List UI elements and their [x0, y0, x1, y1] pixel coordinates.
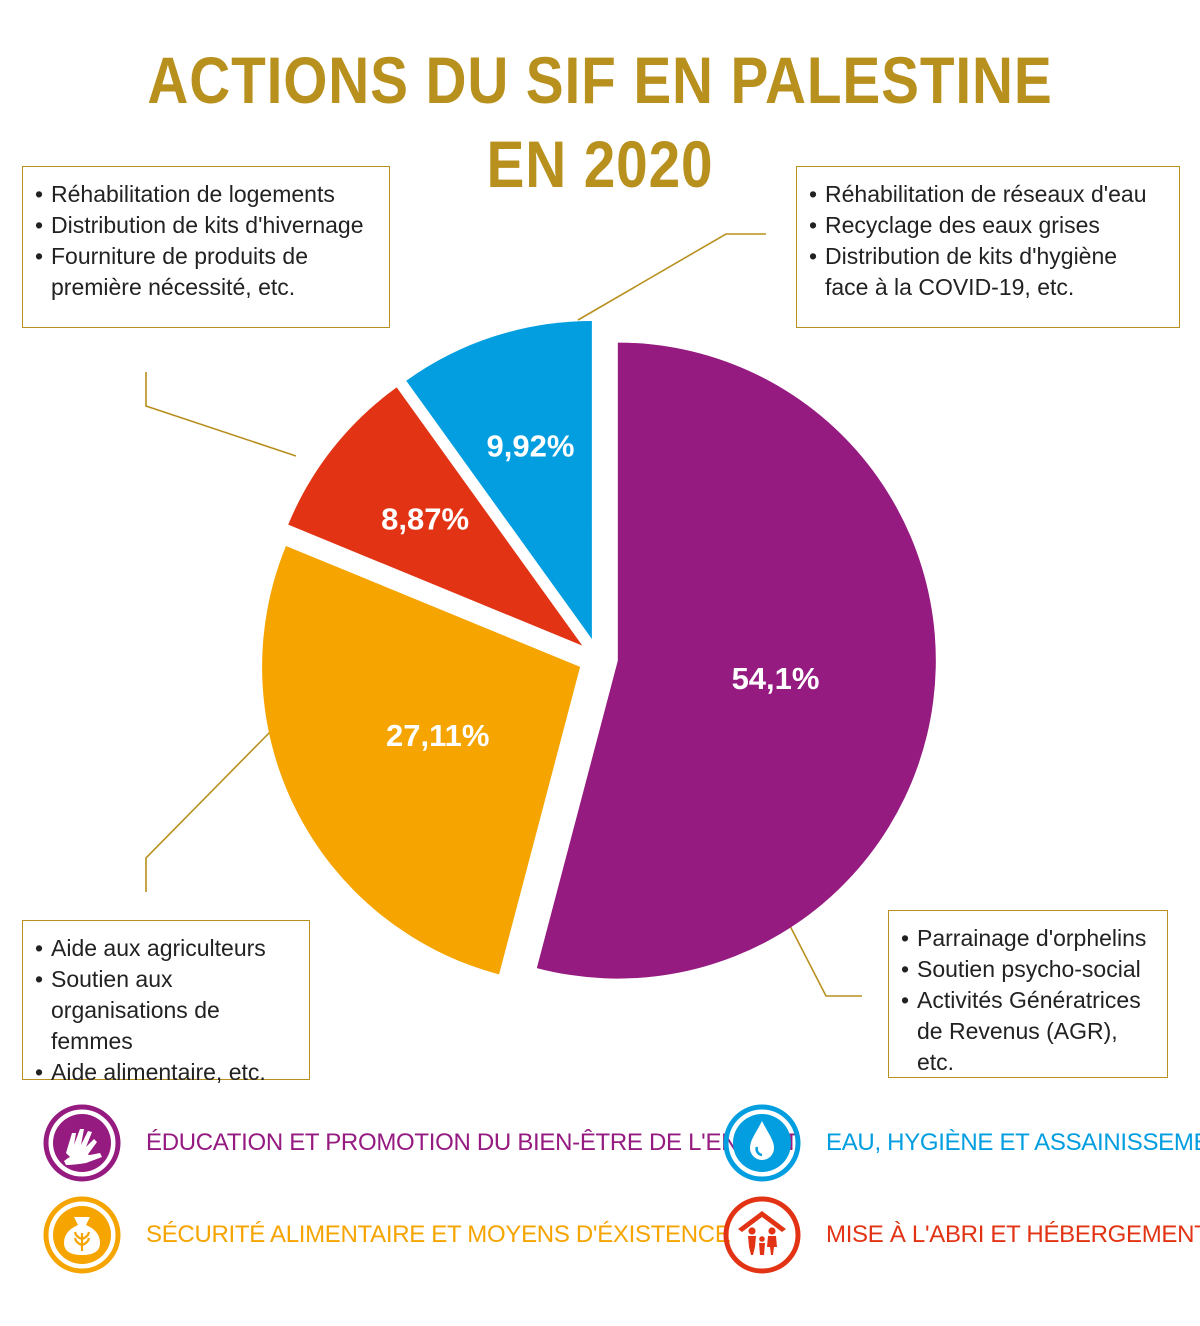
leader-line-top-left: [145, 372, 297, 457]
pie-slices: [262, 320, 936, 979]
pie-slice-1: [262, 545, 581, 975]
water-drop-icon: [723, 1104, 801, 1182]
grain-sack-icon: [43, 1196, 121, 1274]
slice-value-label-2: 8,87%: [381, 502, 469, 537]
callout-box-shelter: Réhabilitation de logements Distribution…: [22, 166, 390, 328]
slice-value-label-3: 9,92%: [486, 428, 574, 463]
chart-title: ACTIONS DU SIF EN PALESTINE EN 2020: [84, 38, 1116, 206]
legend-item-shelter: MISE À L'ABRI ET HÉBERGEMENT: [722, 1195, 1200, 1275]
legend-item-water: EAU, HYGIÈNE ET ASSAINISSEMENT: [722, 1103, 1200, 1183]
slice-value-label-1: 27,11%: [386, 718, 489, 753]
callout-item: Parrainage d'orphelins: [901, 923, 1153, 954]
legend-item-food-security: SÉCURITÉ ALIMENTAIRE ET MOYENS D'ÉXISTEN…: [42, 1195, 731, 1275]
slice-value-label-0: 54,1%: [732, 661, 820, 696]
callout-item: Fourniture de produits de première néces…: [35, 241, 375, 303]
hand-child-icon: [43, 1104, 121, 1182]
callout-box-food-security: Aide aux agriculteurs Soutien aux organi…: [22, 920, 310, 1088]
callout-item: Aide aux agriculteurs: [35, 933, 295, 964]
leader-line-bottom-left: [145, 729, 273, 892]
callout-item: Réhabilitation de logements: [35, 179, 375, 210]
family-shelter-icon: [723, 1196, 801, 1274]
pie-slice-2: [288, 387, 583, 646]
callout-item: Recyclage des eaux grises: [809, 210, 1165, 241]
legend-item-education: ÉDUCATION ET PROMOTION DU BIEN-ÊTRE DE L…: [42, 1103, 799, 1183]
chart-title-line-1: ACTIONS DU SIF EN PALESTINE: [147, 43, 1053, 117]
callout-item: Distribution de kits d'hivernage: [35, 210, 375, 241]
callout-item: Activités Génératrices de Revenus (AGR),…: [901, 985, 1153, 1078]
callout-item: Aide alimentaire, etc.: [35, 1057, 295, 1088]
slice-labels: 54,1% 27,11% 8,87% 9,92%: [381, 428, 819, 752]
legend-label: MISE À L'ABRI ET HÉBERGEMENT: [826, 1221, 1200, 1248]
legend-label: ÉDUCATION ET PROMOTION DU BIEN-ÊTRE DE L…: [146, 1129, 799, 1156]
chart-title-line-2: EN 2020: [486, 127, 714, 201]
legend-label: SÉCURITÉ ALIMENTAIRE ET MOYENS D'ÉXISTEN…: [146, 1221, 731, 1248]
callout-item: Distribution de kits d'hygiène face à la…: [809, 241, 1165, 303]
leader-line-bottom-right: [787, 921, 862, 997]
leader-lines: [145, 233, 862, 997]
pie-slice-3: [406, 320, 592, 639]
callout-box-education: Parrainage d'orphelins Soutien psycho-so…: [888, 910, 1168, 1078]
leader-line-top-right: [577, 233, 766, 321]
callout-box-water: Réhabilitation de réseaux d'eau Recyclag…: [796, 166, 1180, 328]
callout-item: Soutien aux organisations de femmes: [35, 964, 295, 1057]
pie-slice-0: [536, 342, 936, 979]
callout-item: Soutien psycho-social: [901, 954, 1153, 985]
callout-item: Réhabilitation de réseaux d'eau: [809, 179, 1165, 210]
legend-label: EAU, HYGIÈNE ET ASSAINISSEMENT: [826, 1129, 1200, 1156]
